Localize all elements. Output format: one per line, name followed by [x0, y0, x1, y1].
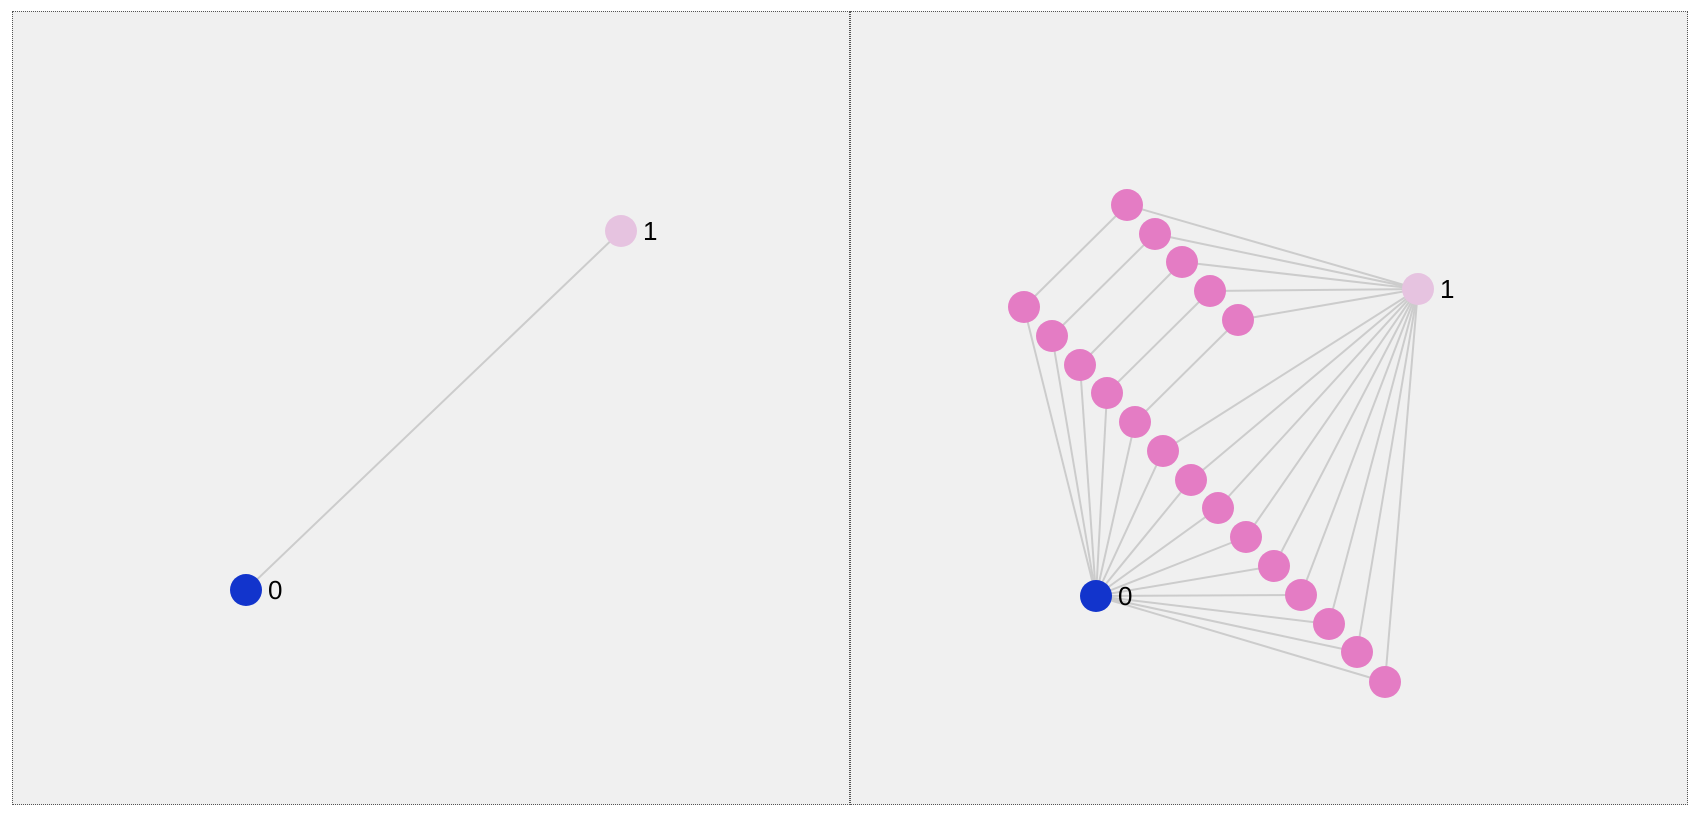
edge-a3-b3 [1079, 261, 1183, 366]
edge-b10-n0 [1095, 565, 1275, 597]
edges-group [245, 230, 622, 591]
node-a5[interactable] [1222, 304, 1254, 336]
node-b10[interactable] [1258, 550, 1290, 582]
edge-b10-n1 [1273, 288, 1419, 567]
edge-b7-n1 [1190, 288, 1419, 481]
node-a3[interactable] [1166, 246, 1198, 278]
node-b9[interactable] [1230, 521, 1262, 553]
node-label-n1: 1 [643, 216, 657, 246]
node-n0[interactable] [1080, 580, 1112, 612]
edge-a1-n1 [1126, 204, 1419, 290]
edge-b14-n1 [1384, 288, 1419, 683]
node-b6[interactable] [1147, 435, 1179, 467]
edge-b11-n0 [1095, 594, 1302, 597]
edge-b12-n0 [1095, 595, 1330, 625]
node-b2[interactable] [1036, 320, 1068, 352]
edge-b4-n0 [1095, 392, 1108, 597]
edge-b13-n0 [1095, 595, 1358, 653]
edge-a2-b2 [1051, 233, 1156, 337]
edge-b2-n0 [1051, 335, 1097, 597]
edge-b3-n0 [1079, 364, 1097, 597]
edge-b9-n1 [1245, 288, 1419, 538]
edge-a5-n1 [1237, 288, 1419, 321]
edge-b14-n0 [1095, 595, 1386, 683]
edge-b11-n1 [1300, 288, 1419, 596]
node-b3[interactable] [1064, 349, 1096, 381]
node-n1[interactable] [1402, 273, 1434, 305]
node-a2[interactable] [1139, 218, 1171, 250]
node-label-n0: 0 [1118, 581, 1132, 611]
edge-a1-b1 [1023, 204, 1128, 308]
node-b14[interactable] [1369, 666, 1401, 698]
edge-b12-n1 [1328, 288, 1419, 625]
node-b1[interactable] [1008, 291, 1040, 323]
edge-a2-n1 [1154, 233, 1419, 290]
edge-b6-n1 [1162, 288, 1419, 452]
node-label-n0: 0 [268, 575, 282, 605]
node-b5[interactable] [1119, 406, 1151, 438]
edge-a3-n1 [1181, 261, 1419, 290]
edge-b7-n0 [1095, 479, 1192, 597]
edge-b13-n1 [1356, 288, 1419, 653]
nodes-group: 01 [1008, 189, 1454, 698]
edges-group [1023, 204, 1419, 683]
node-n0[interactable] [230, 574, 262, 606]
edge-b5-n0 [1095, 421, 1136, 597]
node-b4[interactable] [1091, 377, 1123, 409]
nodes-group: 01 [230, 215, 657, 606]
node-b7[interactable] [1175, 464, 1207, 496]
edge-b1-n0 [1023, 306, 1097, 597]
edge-a4-b4 [1106, 290, 1211, 394]
edge-n0-n1 [245, 230, 622, 591]
node-label-n1: 1 [1440, 274, 1454, 304]
graph-canvas-right[interactable]: 01 [851, 12, 1687, 804]
edge-b8-n1 [1217, 288, 1419, 509]
graph-canvas-left[interactable]: 01 [13, 12, 849, 804]
node-b8[interactable] [1202, 492, 1234, 524]
edge-b8-n0 [1095, 507, 1219, 597]
edge-b9-n0 [1095, 536, 1247, 597]
node-n1[interactable] [605, 215, 637, 247]
node-b13[interactable] [1341, 636, 1373, 668]
node-b11[interactable] [1285, 579, 1317, 611]
edge-b6-n0 [1095, 450, 1164, 597]
node-b12[interactable] [1313, 608, 1345, 640]
node-a1[interactable] [1111, 189, 1143, 221]
edge-a4-n1 [1209, 288, 1419, 292]
node-a4[interactable] [1194, 275, 1226, 307]
edge-a5-b5 [1134, 319, 1239, 423]
